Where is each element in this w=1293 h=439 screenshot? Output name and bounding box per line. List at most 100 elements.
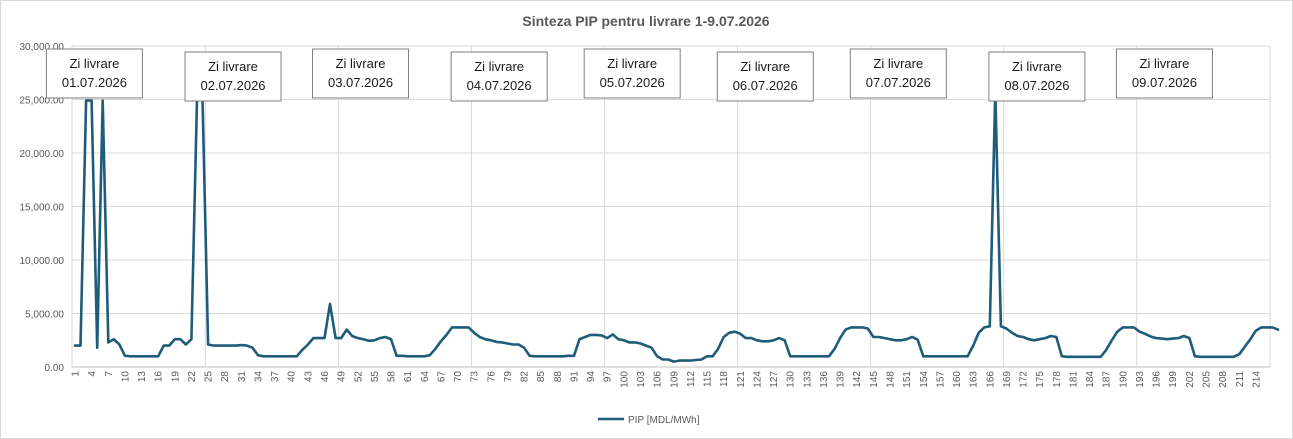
annotation-box: Zi livrare 04.07.2026 — [450, 51, 548, 102]
annotation-label: Zi livrare — [1012, 59, 1062, 74]
annotation-frame — [583, 48, 681, 99]
x-tick-label: 64 — [420, 371, 431, 383]
annotation-frame — [450, 51, 548, 102]
x-tick-label: 169 — [1002, 371, 1013, 388]
x-tick-label: 178 — [1052, 371, 1063, 388]
x-tick-label: 187 — [1102, 371, 1113, 388]
x-tick-label: 67 — [436, 371, 447, 383]
x-tick-label: 25 — [204, 371, 215, 383]
annotation-date: 04.07.2026 — [467, 78, 532, 93]
x-tick-label: 7 — [104, 371, 115, 377]
series-group — [73, 89, 1280, 363]
x-tick-label: 166 — [985, 371, 996, 388]
x-tick-label: 49 — [337, 371, 348, 383]
series-line — [73, 89, 1280, 363]
annotation-frame — [716, 51, 814, 102]
x-tick-label: 202 — [1185, 371, 1196, 388]
x-tick-label: 97 — [603, 371, 614, 383]
annotation-box: Zi livrare 07.07.2026 — [849, 48, 947, 99]
x-tick-label: 70 — [453, 371, 464, 383]
x-tick-label: 85 — [536, 371, 547, 383]
x-tick-label: 19 — [170, 371, 181, 383]
x-tick-label: 58 — [387, 371, 398, 383]
annotation-box: Zi livrare 08.07.2026 — [988, 51, 1086, 102]
x-tick-label: 43 — [303, 371, 314, 383]
y-axis-ticks: 0.00 5,000.00 10,000.00 15,000.00 20,000.00 2… — [20, 42, 65, 374]
x-tick-label: 190 — [1118, 371, 1129, 388]
x-tick-label: 76 — [486, 371, 497, 383]
x-tick-label: 181 — [1068, 371, 1079, 388]
x-tick-label: 94 — [586, 371, 597, 383]
annotation-label: Zi livrare — [474, 59, 524, 74]
annotation-box: Zi livrare 03.07.2026 — [312, 48, 410, 99]
x-tick-label: 100 — [619, 371, 630, 388]
y-tick-label: 0.00 — [45, 363, 65, 374]
x-tick-label: 31 — [237, 371, 248, 383]
annotation-date: 01.07.2026 — [62, 75, 127, 90]
x-tick-label: 55 — [370, 371, 381, 383]
x-tick-label: 37 — [270, 371, 281, 383]
x-tick-label: 109 — [669, 371, 680, 388]
y-tick-label: 25,000.00 — [20, 96, 65, 107]
x-tick-label: 1 — [71, 371, 82, 377]
annotation-label: Zi livrare — [208, 59, 258, 74]
x-tick-label: 148 — [885, 371, 896, 388]
annotation-date: 07.07.2026 — [866, 75, 931, 90]
x-tick-label: 160 — [952, 371, 963, 388]
x-tick-label: 118 — [719, 371, 730, 387]
x-tick-label: 4 — [87, 371, 98, 377]
annotation-frame — [1115, 48, 1213, 99]
legend: PIP [MDL/MWh] — [598, 415, 700, 426]
x-tick-label: 154 — [919, 371, 930, 388]
x-tick-label: 61 — [403, 371, 414, 383]
x-tick-label: 145 — [869, 371, 880, 388]
annotation-date: 05.07.2026 — [600, 75, 665, 90]
x-tick-label: 112 — [686, 371, 697, 387]
x-tick-label: 22 — [187, 371, 198, 383]
annotation-date: 03.07.2026 — [328, 75, 393, 90]
x-tick-label: 40 — [287, 371, 298, 383]
annotation-frame — [849, 48, 947, 99]
y-tick-label: 30,000.00 — [20, 42, 65, 53]
annotation-frame — [988, 51, 1086, 102]
x-tick-label: 157 — [935, 371, 946, 388]
x-tick-label: 172 — [1019, 371, 1030, 388]
x-tick-label: 16 — [154, 371, 165, 383]
annotation-box: Zi livrare 09.07.2026 — [1115, 48, 1213, 99]
x-tick-label: 142 — [852, 371, 863, 388]
x-tick-label: 136 — [819, 371, 830, 388]
annotation-label: Zi livrare — [873, 56, 923, 71]
annotation-label: Zi livrare — [69, 56, 119, 71]
x-axis: 1 4 7 10 13 16 19 22 25 28 31 34 37 40 43 46 49 52 55 58 61 6… — [71, 371, 1263, 388]
x-tick-label: 106 — [653, 371, 664, 388]
annotations: Zi livrare 01.07.2026 Zi livrare 02.07.2026… — [45, 48, 1213, 102]
x-tick-label: 10 — [120, 371, 131, 383]
x-tick-label: 196 — [1152, 371, 1163, 388]
x-tick-label: 139 — [836, 371, 847, 388]
annotation-box: Zi livrare 06.07.2026 — [716, 51, 814, 102]
y-tick-label: 5,000.00 — [25, 310, 64, 321]
y-tick-label: 15,000.00 — [20, 203, 65, 214]
chart-title: Sinteza PIP pentru livrare 1-9.07.2026 — [522, 13, 769, 29]
annotation-date: 09.07.2026 — [1132, 75, 1197, 90]
annotation-frame — [312, 48, 410, 99]
x-tick-label: 52 — [353, 371, 364, 383]
annotation-label: Zi livrare — [740, 59, 790, 74]
x-tick-label: 82 — [520, 371, 531, 383]
x-tick-label: 124 — [752, 371, 763, 388]
x-tick-label: 175 — [1035, 371, 1046, 388]
x-tick-label: 163 — [969, 371, 980, 388]
x-tick-label: 184 — [1085, 371, 1096, 388]
y-tick-label: 20,000.00 — [20, 149, 65, 160]
annotation-label: Zi livrare — [1140, 56, 1190, 71]
x-tick-label: 127 — [769, 371, 780, 388]
x-tick-label: 73 — [470, 371, 481, 383]
legend-label: PIP [MDL/MWh] — [628, 415, 700, 426]
x-tick-label: 193 — [1135, 371, 1146, 388]
x-tick-label: 13 — [137, 371, 148, 383]
x-tick-label: 46 — [320, 371, 331, 383]
annotation-box: Zi livrare 05.07.2026 — [583, 48, 681, 99]
x-tick-label: 133 — [802, 371, 813, 388]
annotation-date: 08.07.2026 — [1004, 78, 1069, 93]
